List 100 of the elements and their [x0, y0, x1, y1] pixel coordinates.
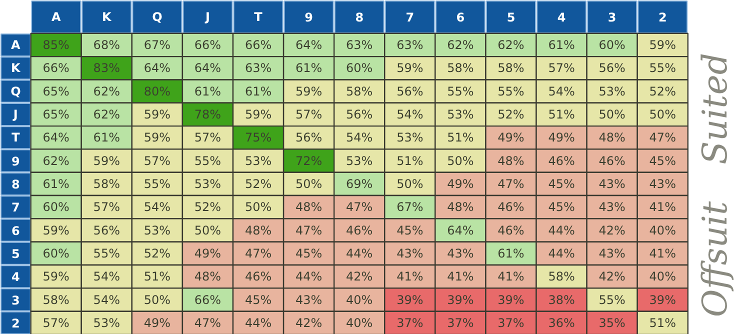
data-label: 55%: [144, 176, 171, 191]
data-label: 55%: [649, 61, 676, 76]
data-label: 52%: [244, 176, 272, 191]
data-label: 48%: [295, 200, 322, 214]
data-label: 64%: [194, 61, 222, 76]
data-label: 64%: [144, 61, 171, 76]
data-label: 42%: [295, 316, 322, 330]
data-label: 43%: [396, 246, 424, 260]
data-label: 53%: [144, 223, 171, 238]
data-label: 43%: [598, 246, 626, 260]
text: Suited: [696, 52, 736, 164]
data-label: 50%: [295, 176, 322, 191]
data-label: 67%: [144, 38, 171, 52]
data-label: 57%: [194, 130, 222, 145]
data-label: 61%: [93, 130, 120, 145]
y-tick-label: A: [11, 38, 22, 52]
text: Offsuit: [696, 200, 736, 318]
data-label: 54%: [144, 200, 171, 214]
data-label: 64%: [447, 223, 474, 238]
data-label: 63%: [396, 38, 424, 52]
x-tick-label: 8: [355, 10, 364, 24]
x-tick-label: K: [102, 10, 112, 24]
data-label: 59%: [93, 154, 120, 168]
data-label: 50%: [396, 176, 424, 191]
data-label: 60%: [346, 61, 373, 76]
data-label: 57%: [144, 154, 171, 168]
data-label: 41%: [396, 270, 424, 284]
data-label: 43%: [598, 176, 626, 191]
data-label: 80%: [144, 84, 171, 98]
data-label: 55%: [598, 292, 626, 307]
data-label: 51%: [649, 316, 676, 330]
data-label: 41%: [649, 246, 676, 260]
data-label: 75%: [244, 130, 272, 145]
data-label: 39%: [498, 292, 524, 307]
data-label: 42%: [346, 270, 373, 284]
x-tick-label: J: [204, 10, 210, 24]
data-label: 38%: [548, 292, 575, 307]
y-tick-label: 3: [11, 293, 20, 308]
data-label: 62%: [498, 38, 524, 52]
data-label: 78%: [194, 107, 222, 122]
data-label: 48%: [447, 200, 474, 214]
data-label: 68%: [93, 38, 120, 52]
data-label: 57%: [548, 61, 575, 76]
data-label: 54%: [346, 130, 373, 145]
data-label: 66%: [244, 38, 272, 52]
x-tick-label: 4: [557, 10, 566, 24]
data-label: 62%: [93, 84, 120, 98]
data-label: 57%: [295, 107, 322, 122]
data-label: 46%: [346, 223, 373, 238]
y-tick-label: 5: [11, 246, 20, 261]
x-tick-label: T: [254, 10, 264, 24]
data-label: 59%: [144, 107, 171, 122]
data-label: 43%: [295, 292, 322, 307]
data-label: 46%: [244, 270, 272, 284]
data-label: 55%: [447, 84, 474, 98]
data-label: 50%: [244, 200, 272, 214]
data-label: 60%: [42, 200, 70, 214]
y-tick-label: T: [12, 130, 21, 145]
data-label: 69%: [346, 176, 373, 191]
data-label: 62%: [447, 38, 474, 52]
data-label: 37%: [498, 316, 524, 330]
data-label: 83%: [93, 61, 120, 76]
data-label: 57%: [93, 200, 120, 214]
y-tick-label: 6: [11, 224, 20, 238]
data-label: 53%: [93, 316, 120, 330]
data-label: 36%: [548, 316, 575, 330]
data-label: 56%: [93, 223, 120, 238]
data-label: 39%: [447, 292, 474, 307]
data-label: 53%: [194, 176, 222, 191]
data-label: 52%: [498, 107, 524, 122]
data-label: 56%: [396, 84, 424, 98]
data-label: 51%: [144, 270, 171, 284]
data-label: 61%: [42, 176, 70, 191]
data-label: 45%: [396, 223, 424, 238]
data-label: 54%: [548, 84, 575, 98]
data-label: 58%: [346, 84, 373, 98]
data-label: 47%: [194, 316, 222, 330]
y-tick-label: K: [11, 61, 22, 76]
data-label: 41%: [447, 270, 474, 284]
data-label: 45%: [244, 292, 272, 307]
data-label: 61%: [498, 246, 524, 260]
data-label: 59%: [144, 130, 171, 145]
data-label: 46%: [498, 223, 524, 238]
data-label: 42%: [598, 223, 626, 238]
data-label: 44%: [548, 246, 575, 260]
x-tick-label: A: [51, 10, 62, 24]
data-label: 50%: [447, 154, 474, 168]
data-label: 61%: [194, 84, 222, 98]
data-label: 40%: [346, 292, 373, 307]
data-label: 49%: [548, 130, 575, 145]
data-label: 51%: [548, 107, 575, 122]
data-label: 43%: [649, 176, 676, 191]
x-tick-label: 9: [304, 10, 314, 24]
data-label: 47%: [244, 246, 272, 260]
y-tick-label: J: [12, 107, 18, 122]
data-label: 64%: [295, 38, 322, 52]
data-label: 72%: [295, 154, 322, 168]
data-label: 43%: [598, 200, 626, 214]
x-tick-label: 2: [658, 10, 667, 24]
data-label: 53%: [244, 154, 272, 168]
